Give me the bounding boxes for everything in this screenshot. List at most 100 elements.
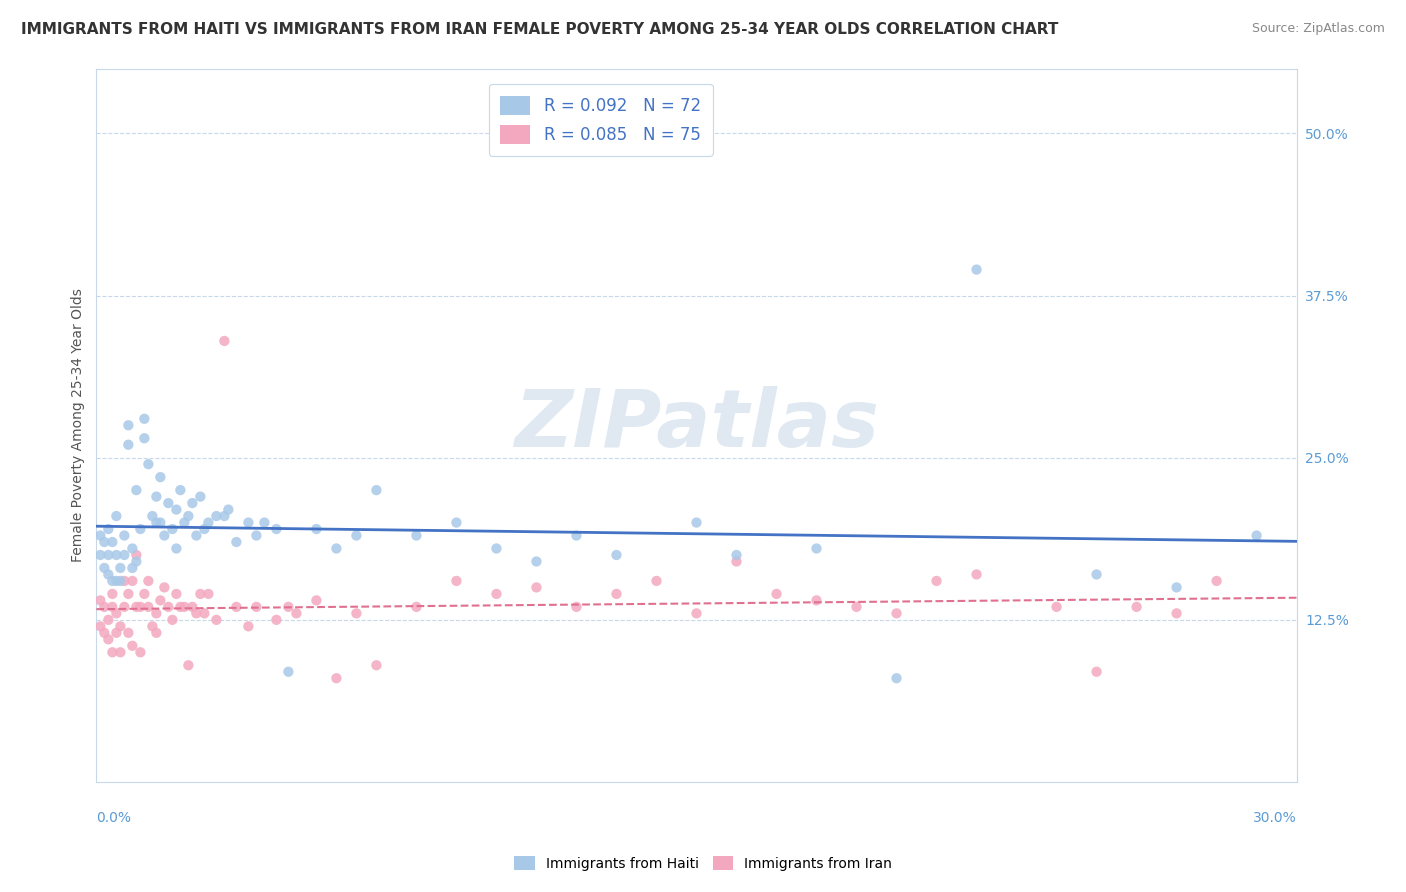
Point <box>125 554 148 568</box>
Point <box>145 625 167 640</box>
Point <box>121 639 143 653</box>
Point <box>238 619 260 633</box>
Point <box>685 607 707 621</box>
Text: Source: ZipAtlas.com: Source: ZipAtlas.com <box>1251 22 1385 36</box>
Point <box>446 516 468 530</box>
Point <box>101 535 124 549</box>
Point <box>93 625 115 640</box>
Point <box>134 431 156 445</box>
Point <box>1166 581 1188 595</box>
Point <box>325 541 347 556</box>
Point <box>138 599 160 614</box>
Point <box>101 574 124 588</box>
Point <box>225 599 247 614</box>
Point <box>101 587 124 601</box>
Point <box>205 509 228 524</box>
Point <box>344 607 367 621</box>
Point <box>145 607 167 621</box>
Point <box>886 607 908 621</box>
Point <box>89 593 111 607</box>
Point <box>165 587 187 601</box>
Point <box>97 632 120 647</box>
Point <box>193 522 215 536</box>
Point <box>1085 665 1108 679</box>
Point <box>129 599 152 614</box>
Point <box>134 587 156 601</box>
Point <box>253 516 276 530</box>
Point <box>105 625 128 640</box>
Point <box>266 522 288 536</box>
Point <box>565 528 588 542</box>
Point <box>526 581 548 595</box>
Point <box>173 516 195 530</box>
Point <box>366 658 388 673</box>
Point <box>93 599 115 614</box>
Point <box>105 548 128 562</box>
Point <box>266 613 288 627</box>
Point <box>645 574 668 588</box>
Point <box>117 418 139 433</box>
Point <box>1125 599 1147 614</box>
Point <box>112 528 135 542</box>
Point <box>149 470 172 484</box>
Text: IMMIGRANTS FROM HAITI VS IMMIGRANTS FROM IRAN FEMALE POVERTY AMONG 25-34 YEAR OL: IMMIGRANTS FROM HAITI VS IMMIGRANTS FROM… <box>21 22 1059 37</box>
Point <box>125 599 148 614</box>
Point <box>285 607 308 621</box>
Point <box>186 528 208 542</box>
Point <box>405 528 427 542</box>
Point <box>1085 567 1108 582</box>
Point <box>344 528 367 542</box>
Point <box>485 541 508 556</box>
Point <box>157 599 180 614</box>
Point <box>245 528 267 542</box>
Point <box>169 599 191 614</box>
Point <box>89 528 111 542</box>
Point <box>605 548 627 562</box>
Point <box>105 509 128 524</box>
Point <box>157 496 180 510</box>
Point <box>526 554 548 568</box>
Point <box>966 262 988 277</box>
Text: 0.0%: 0.0% <box>97 811 131 824</box>
Point <box>325 671 347 685</box>
Point <box>197 587 219 601</box>
Legend: Immigrants from Haiti, Immigrants from Iran: Immigrants from Haiti, Immigrants from I… <box>508 850 898 876</box>
Point <box>214 509 236 524</box>
Point <box>685 516 707 530</box>
Point <box>89 619 111 633</box>
Point <box>110 619 132 633</box>
Point <box>101 599 124 614</box>
Point <box>225 535 247 549</box>
Point <box>110 645 132 659</box>
Point <box>162 522 184 536</box>
Point <box>186 607 208 621</box>
Point <box>725 548 748 562</box>
Point <box>165 541 187 556</box>
Point <box>565 599 588 614</box>
Point <box>134 411 156 425</box>
Point <box>97 548 120 562</box>
Point <box>217 502 239 516</box>
Point <box>845 599 868 614</box>
Text: 30.0%: 30.0% <box>1253 811 1296 824</box>
Point <box>245 599 267 614</box>
Point <box>605 587 627 601</box>
Point <box>121 561 143 575</box>
Legend: R = 0.092   N = 72, R = 0.085   N = 75: R = 0.092 N = 72, R = 0.085 N = 75 <box>489 84 713 156</box>
Point <box>110 561 132 575</box>
Point <box>112 574 135 588</box>
Point <box>1045 599 1067 614</box>
Point <box>1166 607 1188 621</box>
Point <box>806 593 828 607</box>
Point <box>138 574 160 588</box>
Point <box>125 548 148 562</box>
Point <box>366 483 388 497</box>
Point <box>725 554 748 568</box>
Point <box>141 619 163 633</box>
Point <box>165 502 187 516</box>
Point <box>169 483 191 497</box>
Point <box>205 613 228 627</box>
Point <box>177 509 200 524</box>
Point <box>162 613 184 627</box>
Point <box>138 457 160 471</box>
